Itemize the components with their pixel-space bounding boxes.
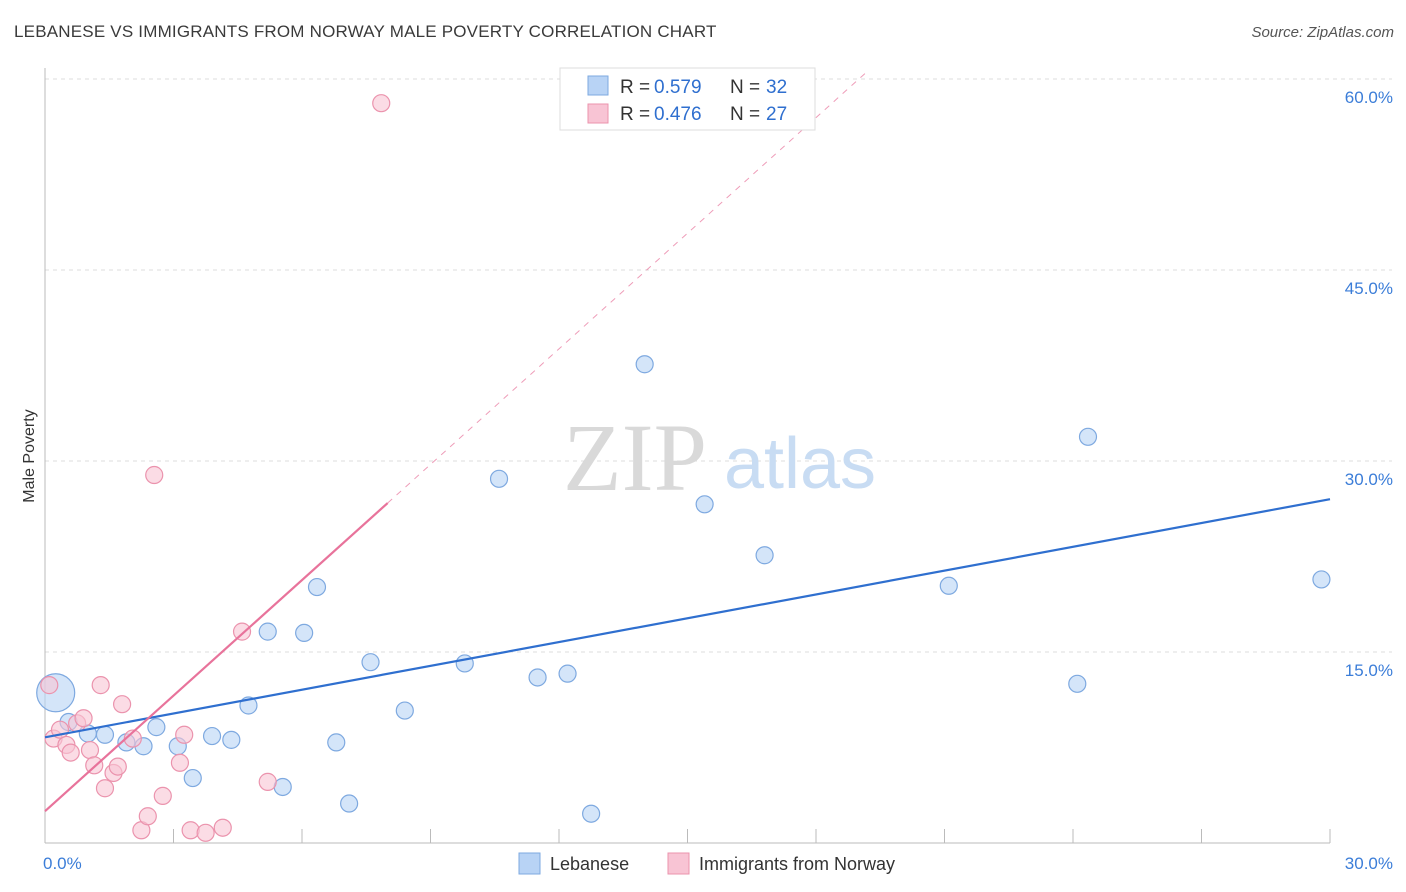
source-label: Source: ZipAtlas.com xyxy=(1251,24,1394,41)
lebanese-point-28 xyxy=(939,576,958,595)
lebanese-point-29 xyxy=(1068,674,1087,693)
norway-point-13 xyxy=(112,695,132,714)
norway-point-24 xyxy=(232,622,252,641)
norway-point-0 xyxy=(40,676,59,695)
lebanese-point-24 xyxy=(582,804,601,823)
lebanese-point-15 xyxy=(307,577,327,597)
norway-n-label: N = xyxy=(730,104,760,125)
norway-point-20 xyxy=(175,725,194,744)
lebanese-point-12 xyxy=(258,622,277,641)
norway-swatch xyxy=(587,103,609,124)
lebanese-point-8 xyxy=(183,768,202,788)
lebanese-point-3 xyxy=(95,725,115,744)
y-tick-labels: 15.0% 30.0% 45.0% 60.0% xyxy=(1345,88,1393,680)
norway-point-16 xyxy=(138,807,157,826)
norway-point-7 xyxy=(80,740,100,760)
lebanese-point-22 xyxy=(528,668,547,687)
stats-legend: R = 0.579 N = 32 R = 0.476 N = 27 xyxy=(559,67,816,131)
lebanese-n-label: N = xyxy=(730,77,760,98)
norway-point-12 xyxy=(108,757,127,776)
lebanese-point-17 xyxy=(340,794,359,813)
legend-lebanese-swatch xyxy=(518,852,541,875)
norway-point-10 xyxy=(95,779,115,798)
lebanese-trend-line xyxy=(44,498,1331,739)
watermark-atlas: atlas xyxy=(724,424,876,504)
lebanese-point-31 xyxy=(1312,570,1331,589)
lebanese-point-27 xyxy=(755,546,774,565)
x-tick-label-1: 30.0% xyxy=(1345,854,1393,873)
chart-title: LEBANESE VS IMMIGRANTS FROM NORWAY MALE … xyxy=(14,22,717,41)
lebanese-r-value: 0.579 xyxy=(654,77,702,98)
norway-trend-line xyxy=(44,502,389,812)
lebanese-swatch xyxy=(587,75,609,96)
norway-n-value: 27 xyxy=(766,104,787,125)
lebanese-point-14 xyxy=(295,623,314,643)
series-legend: Lebanese Immigrants from Norway xyxy=(518,852,895,875)
norway-point-18 xyxy=(153,786,172,805)
lebanese-point-30 xyxy=(1078,427,1098,446)
lebanese-r-label: R = xyxy=(620,77,650,98)
lebanese-point-25 xyxy=(635,355,654,374)
x-tick-labels: 0.0% 30.0% xyxy=(43,854,1393,873)
norway-point-22 xyxy=(196,823,215,842)
norway-point-6 xyxy=(74,709,93,728)
legend-norway-swatch xyxy=(667,852,690,875)
lebanese-point-10 xyxy=(222,730,241,749)
y-tick-label-2: 45.0% xyxy=(1345,279,1393,298)
norway-point-4 xyxy=(61,743,80,762)
norway-point-19 xyxy=(170,753,190,772)
grid-lines xyxy=(45,78,1392,653)
lebanese-point-18 xyxy=(361,653,380,672)
watermark: ZIP atlas xyxy=(563,404,876,511)
legend-lebanese-label: Lebanese xyxy=(550,854,629,874)
lebanese-point-21 xyxy=(489,469,509,488)
lebanese-n-value: 32 xyxy=(766,77,787,98)
y-axis-label: Male Poverty xyxy=(21,409,38,502)
norway-r-label: R = xyxy=(620,104,650,125)
lebanese-point-26 xyxy=(695,495,714,514)
x-tick-label-0: 0.0% xyxy=(43,854,82,873)
data-points xyxy=(36,94,1331,842)
lebanese-point-9 xyxy=(202,726,222,746)
axes xyxy=(44,68,1331,844)
lebanese-point-19 xyxy=(395,701,414,720)
lebanese-point-6 xyxy=(147,718,166,737)
lebanese-point-16 xyxy=(327,733,346,752)
norway-point-26 xyxy=(372,94,391,113)
norway-point-23 xyxy=(213,818,232,837)
norway-point-25 xyxy=(258,772,277,791)
legend-norway-label: Immigrants from Norway xyxy=(699,854,895,874)
y-tick-label-1: 30.0% xyxy=(1345,470,1393,489)
y-tick-label-3: 60.0% xyxy=(1345,88,1393,107)
lebanese-point-23 xyxy=(558,664,577,683)
norway-point-21 xyxy=(181,821,200,840)
norway-r-value: 0.476 xyxy=(654,104,702,125)
norway-point-9 xyxy=(91,676,110,695)
y-tick-label-0: 15.0% xyxy=(1345,661,1393,680)
norway-point-17 xyxy=(145,465,164,485)
watermark-zip: ZIP xyxy=(563,404,707,511)
